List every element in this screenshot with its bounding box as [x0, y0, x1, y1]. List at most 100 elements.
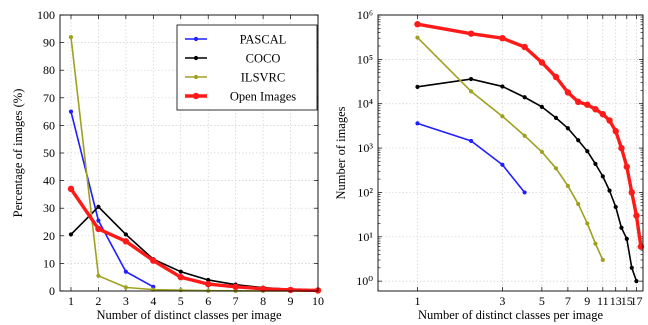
data-point: [500, 162, 505, 167]
series-line-0: [417, 122, 526, 193]
data-point: [538, 59, 546, 66]
y-tick-label: 70: [43, 91, 55, 105]
data-point: [415, 121, 420, 126]
data-point: [623, 163, 630, 170]
y-tick-label: 10⁵: [357, 52, 373, 66]
x-tick-label: 3: [499, 294, 505, 308]
x-tick-label: 10: [312, 294, 324, 308]
x-tick-label: 2: [95, 294, 101, 308]
data-point: [415, 35, 420, 40]
data-point: [96, 273, 101, 278]
legend-label: PASCAL: [240, 33, 287, 47]
series-line-1: [70, 206, 319, 291]
data-point: [177, 274, 184, 281]
data-point: [178, 269, 183, 274]
data-point: [123, 285, 128, 290]
data-point: [415, 84, 420, 89]
data-point: [553, 115, 559, 120]
data-point: [585, 149, 590, 154]
data-point: [150, 257, 157, 264]
y-tick-label: 50: [43, 146, 55, 160]
x-tick-label: 5: [178, 294, 184, 308]
percentage-chart: 1 2 3 4 5 6 7 8 9 100102030405060708090100Number …: [11, 8, 324, 322]
data-point: [575, 98, 582, 106]
count-chart: 1 3 5 7 9 11 13 151710⁰10¹10²10³10⁴10⁵10⁶Number…: [334, 8, 645, 322]
x-axis-title: Number of distinct classes per image: [96, 308, 281, 322]
y-tick-label: 90: [43, 36, 55, 50]
y-tick-label: 0: [49, 284, 55, 298]
x-tick-label: 5: [539, 294, 545, 308]
y-tick-label: 100: [37, 8, 55, 22]
y-tick-label: 10¹: [357, 230, 373, 244]
data-point: [585, 221, 590, 226]
data-point: [612, 128, 619, 135]
x-tick-label: 7: [565, 294, 571, 308]
data-point: [634, 279, 639, 284]
data-point: [468, 76, 474, 82]
x-tick-label: 1: [414, 294, 420, 308]
data-point: [259, 285, 267, 292]
data-point: [522, 190, 527, 195]
data-point: [565, 126, 570, 131]
legend-marker: [193, 55, 199, 61]
x-tick-label: 17: [630, 294, 642, 308]
data-point: [96, 204, 101, 209]
x-tick-label: 9: [584, 294, 590, 308]
y-tick-label: 10⁴: [357, 97, 373, 111]
data-point: [607, 188, 612, 193]
data-point: [95, 225, 102, 233]
x-tick-label: 6: [205, 294, 211, 308]
data-point: [628, 189, 635, 196]
data-point: [593, 241, 598, 246]
data-point: [122, 238, 130, 245]
data-point: [606, 117, 613, 124]
data-point: [287, 286, 294, 294]
y-tick-label: 30: [43, 201, 55, 215]
data-point: [564, 89, 572, 96]
y-tick-label: 10⁰: [356, 274, 373, 288]
data-point: [629, 265, 634, 270]
data-point: [68, 34, 74, 40]
data-point: [500, 114, 505, 119]
legend-label: COCO: [246, 52, 281, 66]
y-axis-title: Percentage of images (%): [11, 89, 25, 218]
legend-marker: [192, 92, 200, 100]
data-point: [552, 73, 560, 81]
data-point: [565, 183, 570, 189]
x-axis-title: Number of distinct classes per image: [418, 308, 603, 322]
data-point: [624, 236, 629, 241]
data-point: [468, 89, 474, 94]
y-tick-label: 40: [43, 174, 55, 188]
data-point: [414, 21, 421, 28]
data-point: [592, 106, 599, 113]
y-tick-label: 10⁶: [357, 8, 373, 22]
data-point: [584, 101, 591, 108]
data-point: [600, 257, 605, 263]
legend-marker: [193, 74, 199, 80]
x-tick-label: 11: [597, 294, 609, 308]
data-point: [500, 84, 505, 89]
x-tick-label: 15: [621, 294, 633, 308]
y-axis-title: Number of images: [334, 106, 348, 199]
legend-marker: [193, 36, 199, 42]
data-point: [576, 138, 581, 143]
y-tick-label: 60: [43, 118, 55, 132]
data-point: [539, 149, 544, 155]
data-point: [205, 280, 212, 288]
data-point: [232, 283, 239, 291]
data-point: [96, 218, 101, 223]
data-point: [467, 30, 475, 37]
y-tick-label: 10²: [357, 185, 373, 199]
data-point: [633, 212, 640, 219]
series-line-3: [417, 22, 643, 247]
data-point: [637, 243, 645, 250]
series-line-2: [416, 36, 604, 261]
x-tick-label: 7: [233, 294, 239, 308]
x-tick-label: 9: [288, 294, 294, 308]
y-tick-label: 80: [43, 63, 55, 77]
data-point: [553, 166, 559, 171]
data-point: [68, 109, 74, 114]
data-point: [600, 174, 605, 179]
data-point: [123, 232, 128, 237]
data-point: [178, 288, 183, 293]
